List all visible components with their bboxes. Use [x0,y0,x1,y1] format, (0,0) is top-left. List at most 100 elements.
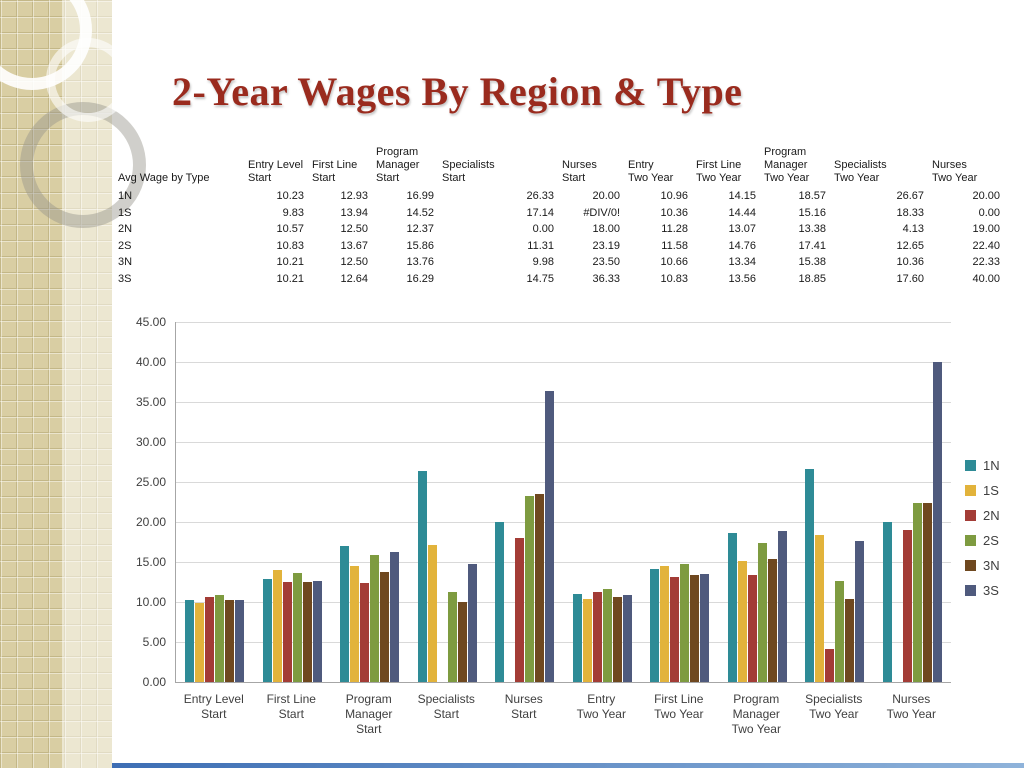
chart-bar [380,571,390,682]
chart-bar [650,568,660,682]
table-column-header: Specialists Start [442,159,495,184]
chart-bar [195,603,205,682]
y-axis-tick-label: 35.00 [135,395,166,409]
table-cell: 10.57 [276,223,304,235]
table-row-label: 2S [118,239,132,252]
wage-table: Avg Wage by Type Entry Level Start First Li… [118,146,1018,287]
chart-bar [592,591,602,682]
table-cell: 14.15 [728,190,756,202]
chart-bar [282,582,292,682]
chart-bar [882,522,892,682]
bar-group [796,322,874,682]
chart-bar [660,566,670,682]
chart-bar [855,541,865,682]
chart-gridline [176,562,951,563]
bar-group [176,322,254,682]
slide-title: 2-Year Wages By Region & Type [172,69,743,114]
table-cell: 19.00 [972,223,1000,235]
legend-item: 3N [965,558,1000,573]
table-cell: 20.00 [592,190,620,202]
table-column-header: Entry Level Start [248,159,304,184]
chart-bar [515,538,525,682]
chart-bar [272,570,282,682]
bar-group [254,322,332,682]
bar-group [719,322,797,682]
legend-label: 3N [983,558,1000,573]
chart-bar [622,595,632,682]
table-row: 1N 10.23 12.93 16.99 26.33 20.00 10.96 14.15 18.… [118,188,1018,205]
table-cell: 11.58 [661,239,688,252]
table-row: 1S 9.83 13.94 14.52 17.14 #DIV/0! 10.36 14.44 15… [118,205,1018,222]
table-cell: 13.56 [728,272,756,285]
chart-bar [302,582,312,682]
y-axis-tick-label: 25.00 [135,475,166,489]
chart-bar [525,496,535,682]
table-cell: 10.23 [276,190,304,202]
table-row: 2N 10.57 12.50 12.37 0.00 18.00 11.28 13.07 13.3… [118,221,1018,238]
chart-bar [572,594,582,682]
chart-gridline [176,522,951,523]
y-axis-tick-label: 10.00 [135,595,166,609]
table-cell: 13.94 [340,206,368,219]
legend-swatch [965,560,976,571]
legend-label: 1S [983,483,999,498]
legend-swatch [965,585,976,596]
x-axis-category-label: Entry Two Year [576,692,626,721]
table-cell: 13.38 [798,223,826,235]
legend-swatch [965,460,976,471]
table-cell: 17.41 [798,239,826,252]
table-cell: 16.29 [406,272,434,285]
chart-bar [845,599,855,682]
legend-item: 1N [965,458,1000,473]
table-cell: 9.83 [282,206,304,219]
table-cell: 14.52 [406,206,434,219]
chart-bar [805,468,815,682]
table-cell: 12.64 [340,272,368,285]
bar-group [564,322,642,682]
chart-bar [457,602,467,682]
table-cell: 12.37 [406,223,434,235]
chart-bar [370,555,380,682]
legend-label: 2S [983,533,999,548]
legend-item: 3S [965,583,1000,598]
decorative-bottom-bar [112,763,1024,768]
chart-gridline [176,402,951,403]
chart-gridline [176,602,951,603]
x-axis-category-label: First Line Start [266,692,316,721]
table-row-label: 2N [118,223,133,235]
table-cell: 10.66 [660,256,688,268]
table-cell: 18.57 [798,190,826,202]
table-cell: 22.33 [972,256,1000,268]
chart-bar [215,595,225,682]
table-cell: 9.98 [532,256,554,268]
table-cell: 12.93 [340,190,368,202]
chart-gridline [176,642,951,643]
table-cell: 16.99 [406,190,434,202]
bar-group [874,322,952,682]
table-cell: 22.40 [972,239,1000,252]
table-cell: 20.00 [972,190,1000,202]
chart-bar [185,600,195,682]
legend-label: 3S [983,583,999,598]
x-axis-category-label: Entry Level Start [183,692,244,721]
table-body: 1N 10.23 12.93 16.99 26.33 20.00 10.96 14.15 18.… [118,188,1018,287]
table-cell: 13.76 [406,256,434,268]
chart-bar [747,574,757,682]
table-column-header: Program Manager Two Year [764,146,810,184]
table-cell: 10.83 [660,272,688,285]
table-cell: 15.86 [406,239,434,252]
chart-bar [262,578,272,682]
chart-bar [815,535,825,682]
chart-bar [350,565,360,682]
x-axis-category-label: Specialists Two Year [805,692,863,721]
y-axis-tick-label: 5.00 [142,635,166,649]
x-axis-category-label: Specialists Start [417,692,475,721]
table-cell: 10.21 [276,272,304,285]
table-corner-label: Avg Wage by Type [118,172,210,184]
chart-bar [727,533,737,682]
table-cell: 40.00 [972,272,1000,285]
legend-item: 1S [965,483,1000,498]
table-cell: 4.13 [902,223,924,235]
table-column-header: Specialists Two Year [834,159,887,184]
table-cell: 11.28 [661,223,688,235]
